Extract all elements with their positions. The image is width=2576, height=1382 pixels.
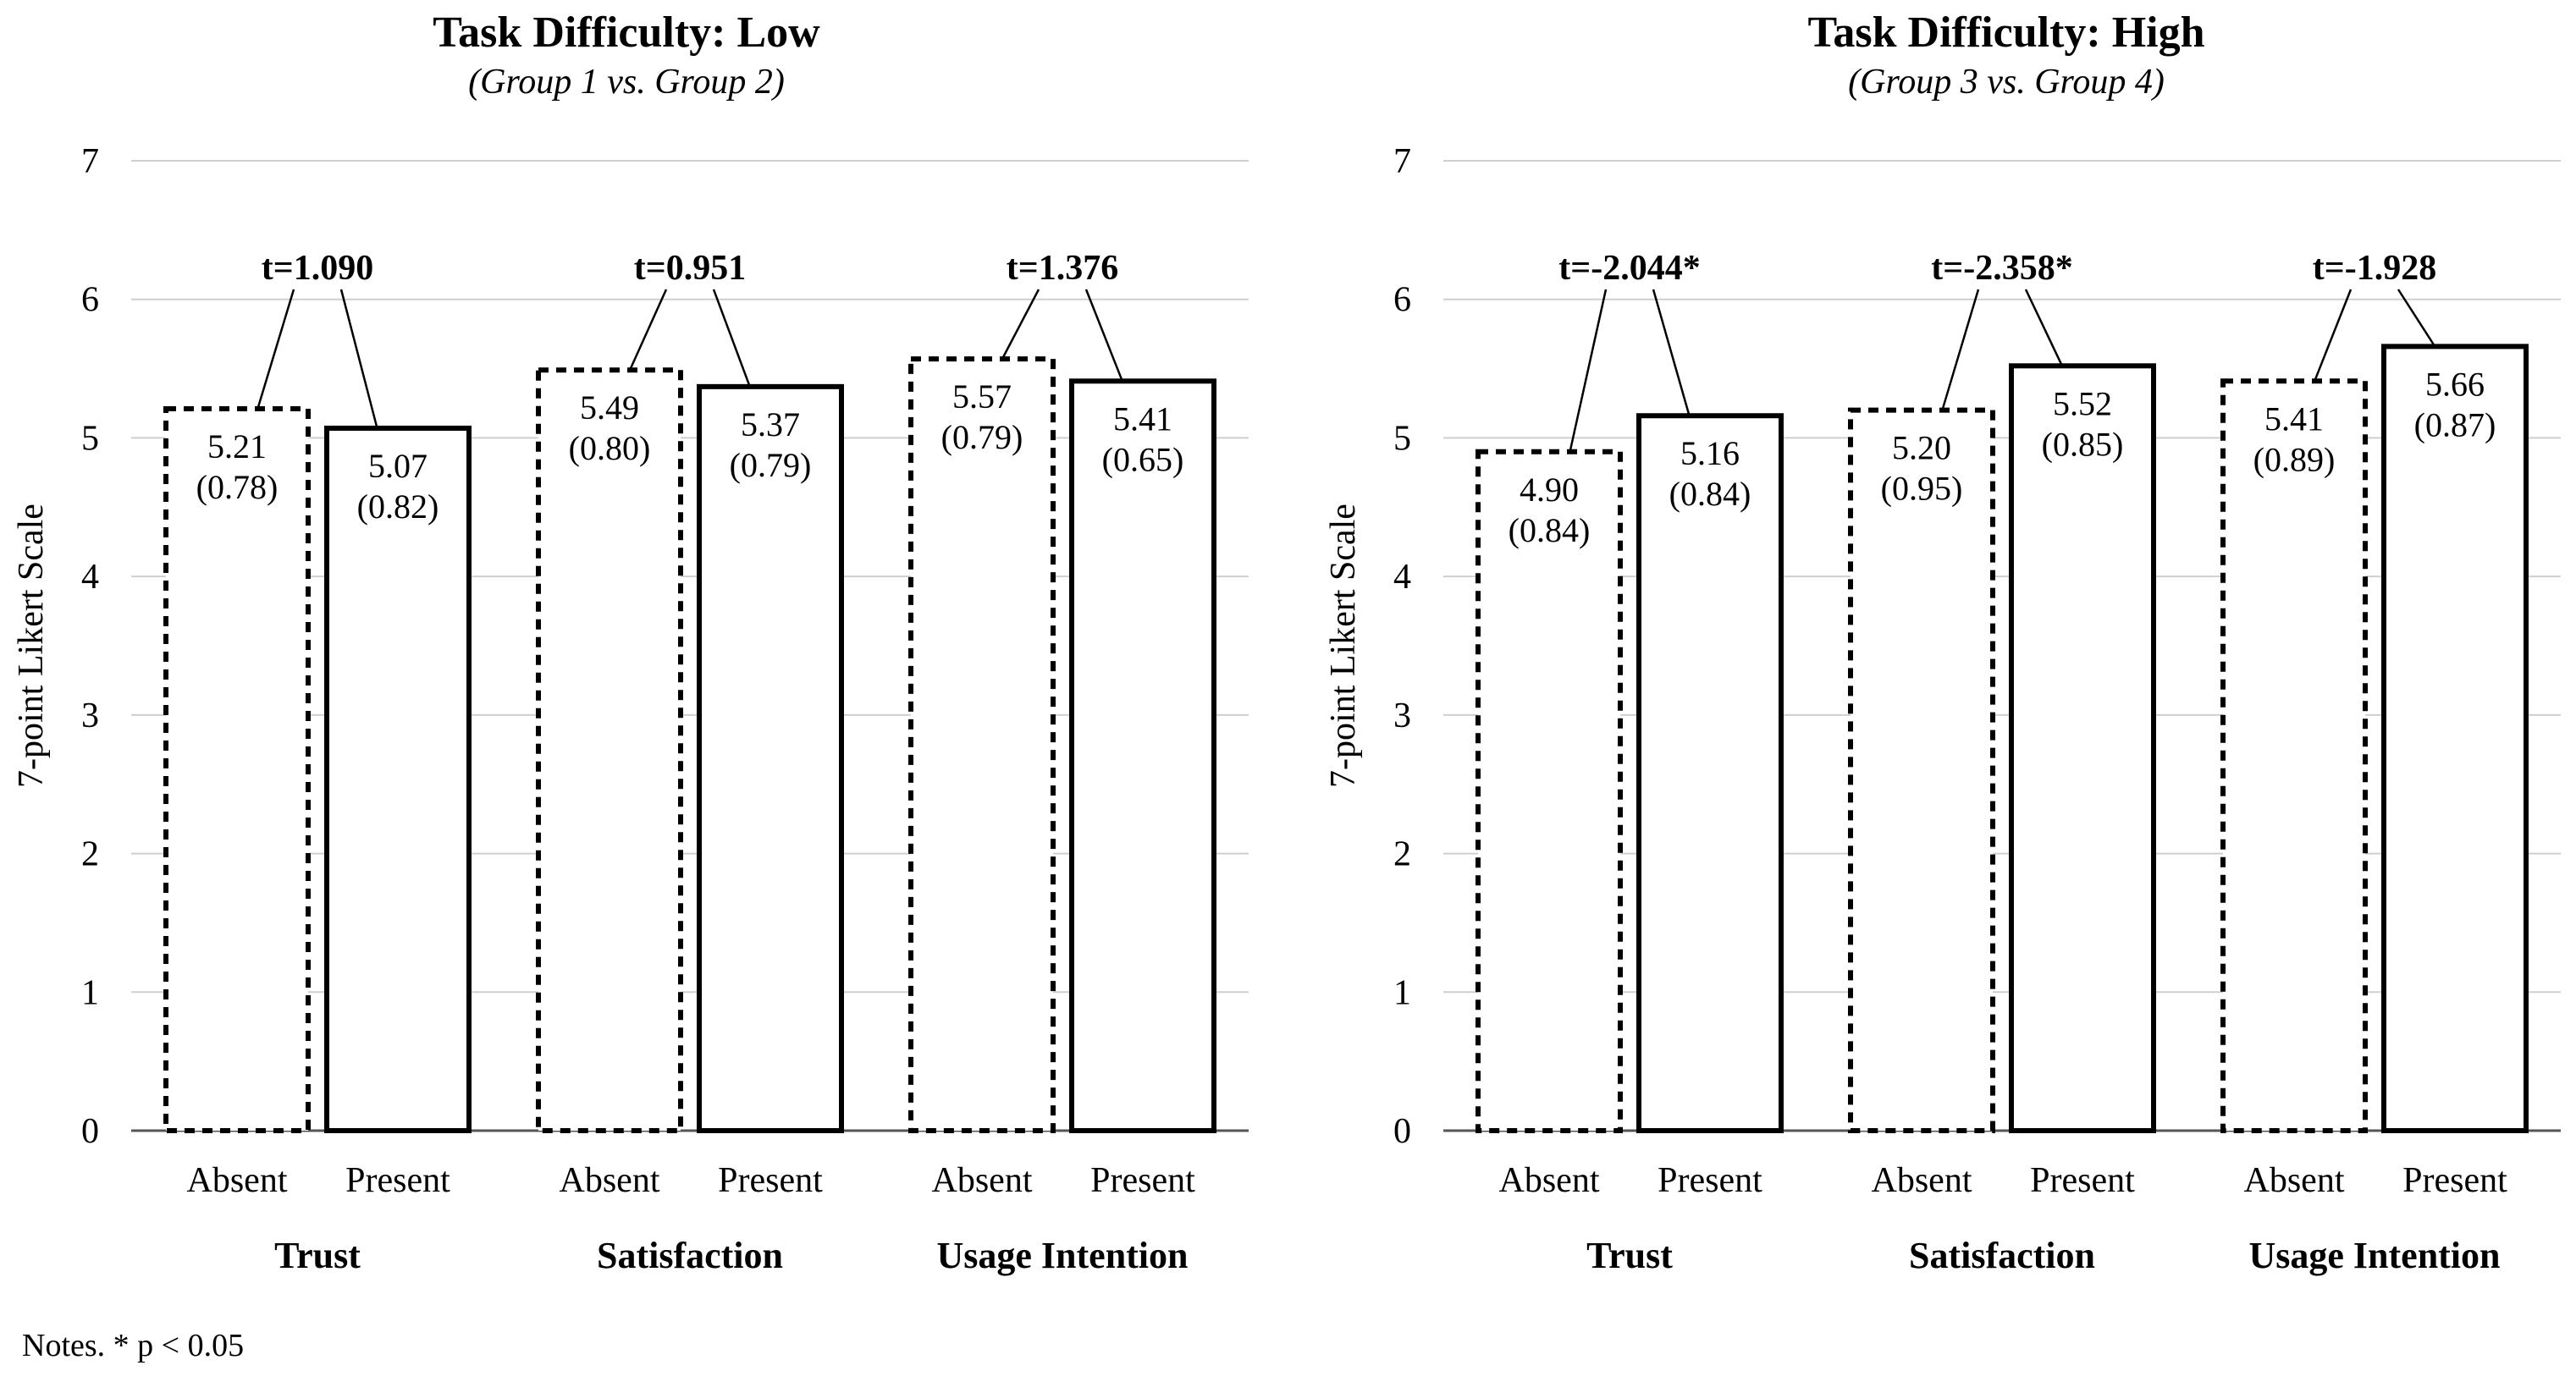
bar-value-label: 5.21 xyxy=(207,427,267,465)
group-label: Satisfaction xyxy=(1909,1235,2095,1276)
leader-line xyxy=(2314,289,2353,380)
chart-title: Task Difficulty: Low xyxy=(433,8,820,57)
y-tick-label: 7 xyxy=(81,142,99,181)
bar-sd-label: (0.78) xyxy=(196,468,279,506)
bar-value-label: 5.07 xyxy=(368,447,427,485)
bar-absent xyxy=(1476,449,1623,1133)
bar-present xyxy=(697,383,844,1133)
t-statistic-label: t=-2.044* xyxy=(1558,249,1700,288)
bar-sd-label: (0.85) xyxy=(2042,425,2124,463)
y-tick-label: 2 xyxy=(81,835,99,874)
bar-value-label: 4.90 xyxy=(1520,471,1579,509)
t-statistic-label: t=0.951 xyxy=(634,249,746,288)
y-tick-label: 6 xyxy=(1393,281,1411,320)
x-tick-label: Present xyxy=(2030,1161,2135,1200)
y-tick-label: 5 xyxy=(1393,419,1411,458)
leader-line xyxy=(629,289,668,369)
y-tick-label: 4 xyxy=(1393,558,1411,597)
y-tick-label: 0 xyxy=(81,1112,99,1151)
t-statistic-label: t=-2.358* xyxy=(1931,249,2072,288)
group-label: Trust xyxy=(1586,1235,1673,1276)
bar-present xyxy=(1069,378,1216,1133)
x-tick-label: Present xyxy=(718,1161,823,1200)
leader-line xyxy=(256,289,295,408)
bar-value-label: 5.49 xyxy=(580,388,639,427)
y-tick-label: 5 xyxy=(81,419,99,458)
y-tick-label: 6 xyxy=(81,281,99,320)
bar-sd-label: (0.65) xyxy=(1102,440,1184,478)
leader-line xyxy=(2024,289,2063,365)
leader-line xyxy=(1941,289,1980,410)
bar-present xyxy=(324,425,472,1133)
t-statistic-label: t=-1.928 xyxy=(2313,249,2436,288)
bar-value-label: 5.66 xyxy=(2425,365,2485,403)
bar-sd-label: (0.82) xyxy=(357,487,439,526)
y-axis-label: 7-point Likert Scale xyxy=(12,504,51,788)
t-statistic-label: t=1.376 xyxy=(1007,249,1118,288)
y-tick-label: 0 xyxy=(1393,1112,1411,1151)
chart-title: Task Difficulty: High xyxy=(1807,8,2204,57)
x-tick-label: Absent xyxy=(1499,1161,1600,1200)
bar-absent xyxy=(1848,407,1995,1133)
x-tick-label: Absent xyxy=(187,1161,288,1200)
notes-text: Notes. * p < 0.05 xyxy=(22,1328,245,1363)
bar-value-label: 5.20 xyxy=(1892,429,1951,467)
x-tick-label: Absent xyxy=(560,1161,660,1200)
y-tick-label: 1 xyxy=(1393,973,1411,1012)
x-tick-label: Present xyxy=(2402,1161,2507,1200)
bar-sd-label: (0.87) xyxy=(2414,405,2496,443)
bar-present xyxy=(2381,344,2529,1133)
y-tick-label: 4 xyxy=(81,558,99,597)
y-tick-label: 3 xyxy=(1393,697,1411,735)
group-label: Satisfaction xyxy=(597,1235,783,1276)
bar-sd-label: (0.80) xyxy=(569,429,651,467)
y-tick-label: 3 xyxy=(81,697,99,735)
leader-line xyxy=(339,289,378,427)
x-tick-label: Absent xyxy=(1872,1161,1972,1200)
bar-value-label: 5.41 xyxy=(1113,399,1172,438)
bar-sd-label: (0.79) xyxy=(730,446,812,484)
group-label: Usage Intention xyxy=(936,1235,1188,1276)
t-statistic-label: t=1.090 xyxy=(262,249,373,288)
leader-line xyxy=(1001,289,1040,358)
x-tick-label: Present xyxy=(1658,1161,1762,1200)
leader-line xyxy=(1084,289,1123,380)
bar-value-label: 5.57 xyxy=(952,377,1012,416)
y-tick-label: 2 xyxy=(1393,835,1411,874)
y-tick-label: 7 xyxy=(1393,142,1411,181)
bar-sd-label: (0.95) xyxy=(1881,470,1963,508)
bar-value-label: 5.37 xyxy=(741,405,800,443)
x-tick-label: Absent xyxy=(2244,1161,2345,1200)
x-tick-label: Present xyxy=(345,1161,450,1200)
leader-line xyxy=(2397,289,2435,346)
bar-value-label: 5.52 xyxy=(2053,384,2112,422)
y-axis-label: 7-point Likert Scale xyxy=(1324,504,1363,788)
leader-line xyxy=(1652,289,1691,415)
leader-line xyxy=(1569,289,1608,451)
bar-value-label: 5.41 xyxy=(2264,399,2324,438)
bar-absent xyxy=(2220,378,2368,1133)
bar-present xyxy=(2009,363,2156,1134)
bar-value-label: 5.16 xyxy=(1680,434,1740,472)
bar-sd-label: (0.79) xyxy=(941,418,1023,456)
bar-absent xyxy=(908,356,1056,1133)
bar-sd-label: (0.89) xyxy=(2253,440,2336,478)
x-tick-label: Absent xyxy=(932,1161,1033,1200)
bar-absent xyxy=(536,367,683,1133)
group-label: Trust xyxy=(274,1235,361,1276)
leader-line xyxy=(712,289,751,386)
bar-sd-label: (0.84) xyxy=(1669,475,1751,513)
x-tick-label: Present xyxy=(1090,1161,1195,1200)
chart-subtitle: (Group 1 vs. Group 2) xyxy=(468,63,785,102)
group-label: Usage Intention xyxy=(2248,1235,2500,1276)
bar-absent xyxy=(163,406,311,1133)
bar-sd-label: (0.84) xyxy=(1509,511,1591,549)
y-tick-label: 1 xyxy=(81,973,99,1012)
bar-present xyxy=(1636,413,1784,1133)
chart-subtitle: (Group 3 vs. Group 4) xyxy=(1848,63,2165,102)
